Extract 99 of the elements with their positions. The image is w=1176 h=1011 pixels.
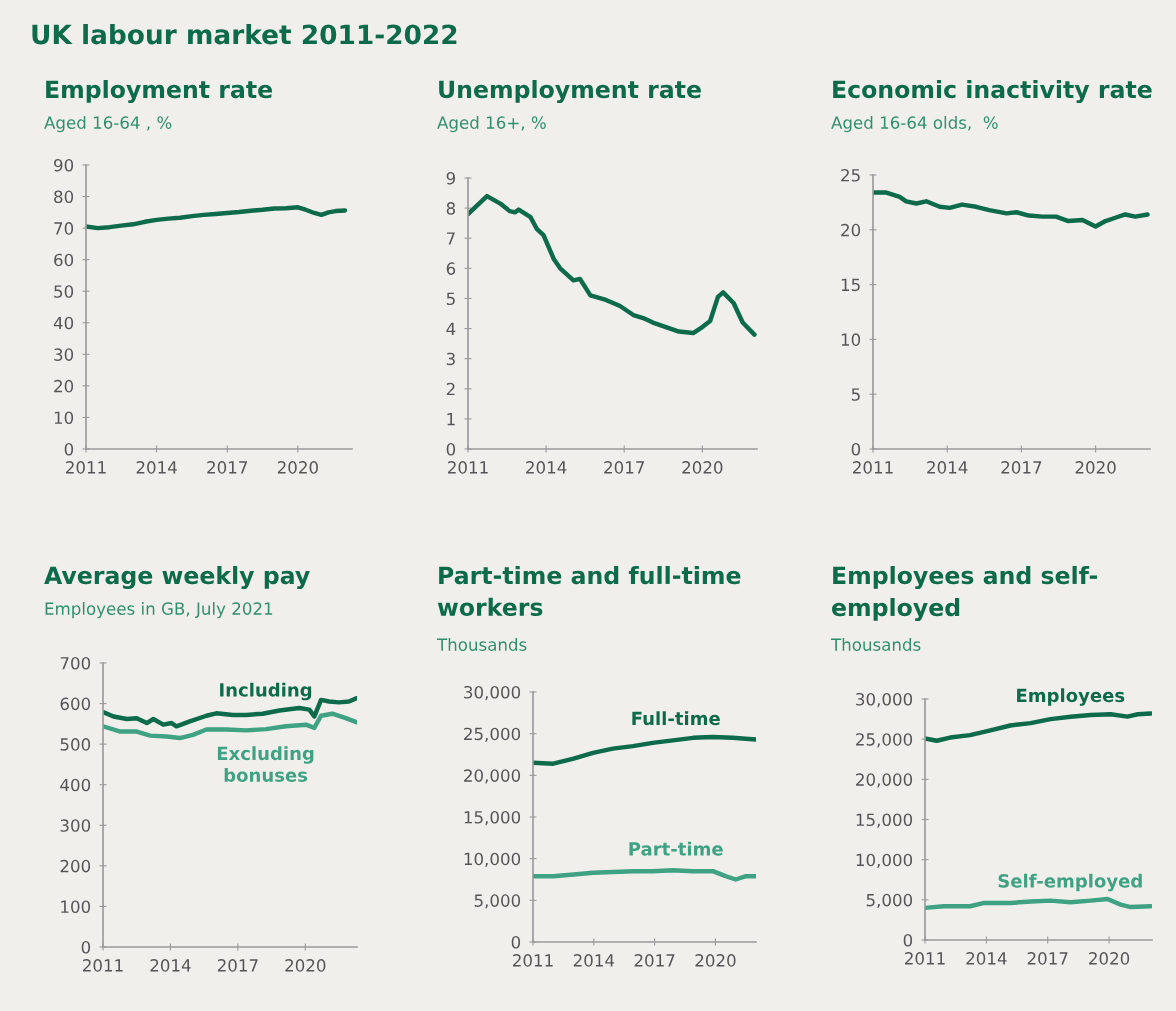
x-tick-label: 2017 [604, 461, 644, 474]
chart-subtitle: Aged 16+, % [437, 116, 546, 133]
x-tick-label: 2014 [526, 461, 567, 474]
x-tick-label: 2011 [513, 954, 553, 967]
y-tick-label: 1 [447, 413, 455, 426]
x-tick-label: 2014 [573, 954, 615, 967]
series-label: Self-employed [998, 873, 1142, 892]
y-tick-label: 3 [446, 352, 455, 366]
x-tick-label: 2020 [682, 461, 723, 474]
x-tick-label: 2017 [217, 959, 258, 972]
y-tick-label: 400 [60, 778, 91, 792]
x-tick-label: 2011 [448, 461, 488, 474]
chart-title: Economic inactivity rate [833, 80, 1152, 104]
y-tick-label: 10,000 [464, 852, 521, 867]
y-tick-label: 0 [851, 442, 861, 456]
series-label: Full-time [632, 711, 720, 726]
y-tick-label: 60 [54, 253, 74, 267]
x-tick-label: 2011 [83, 959, 123, 972]
y-tick-label: 9 [446, 171, 456, 185]
x-tick-label: 2020 [1075, 461, 1116, 474]
x-tick-label: 2017 [1001, 461, 1042, 474]
series-label: Excluding bonuses [217, 746, 314, 782]
y-tick-label: 600 [60, 697, 91, 711]
x-tick-label: 2020 [695, 954, 736, 967]
line-series [925, 711, 1152, 743]
y-tick-label: 30 [54, 348, 74, 361]
y-tick-label: 20,000 [856, 773, 913, 788]
y-tick-label: 10,000 [856, 853, 913, 868]
x-tick-label: 2020 [277, 461, 318, 474]
x-tick-label: 2014 [966, 952, 1007, 965]
x-tick-label: 2014 [136, 461, 177, 474]
chart-title: Unemployment rate [439, 80, 701, 104]
y-tick-label: 70 [54, 222, 74, 235]
y-tick-label: 0 [64, 442, 74, 456]
line-series [86, 205, 348, 231]
y-tick-label: 6 [446, 262, 456, 275]
y-tick-label: 4 [446, 322, 456, 335]
y-tick-label: 5,000 [474, 894, 521, 909]
series-label: Employees [1017, 688, 1125, 706]
y-tick-label: 5 [851, 388, 860, 401]
y-tick-label: 7 [446, 232, 455, 245]
chart-subtitle: Thousands [436, 638, 527, 651]
chart-title: Employees and self- employed [832, 566, 1098, 622]
y-tick-label: 500 [60, 738, 91, 751]
y-tick-label: 15,000 [856, 813, 913, 828]
x-tick-label: 2020 [1089, 952, 1130, 965]
x-tick-label: 2017 [634, 954, 675, 967]
y-tick-label: 300 [60, 819, 91, 832]
x-tick-label: 2011 [905, 952, 945, 965]
y-tick-label: 700 [60, 656, 91, 670]
x-tick-label: 2017 [207, 461, 248, 474]
line-series [533, 868, 756, 882]
series-label: Part-time [629, 841, 723, 856]
line-series [103, 711, 357, 741]
line-series [925, 896, 1152, 911]
x-tick-label: 2014 [150, 959, 191, 972]
y-tick-label: 25,000 [856, 733, 913, 748]
y-tick-label: 25,000 [464, 727, 521, 742]
y-tick-label: 0 [903, 933, 913, 947]
text: UK labour market 2011-2022 [32, 24, 457, 45]
y-tick-label: 0 [446, 442, 456, 456]
y-tick-label: 20,000 [464, 769, 521, 784]
x-tick-label: 2011 [66, 461, 106, 474]
y-tick-label: 0 [81, 940, 91, 954]
y-tick-label: 40 [53, 316, 74, 330]
y-tick-label: 80 [54, 190, 74, 204]
y-tick-label: 30,000 [464, 685, 521, 701]
y-tick-label: 20 [841, 223, 861, 237]
y-tick-label: 8 [446, 202, 456, 215]
y-tick-label: 20 [54, 379, 74, 393]
line-series [468, 193, 757, 337]
x-tick-label: 2017 [1027, 952, 1068, 965]
y-tick-label: 50 [54, 285, 74, 298]
x-tick-label: 2011 [853, 461, 893, 474]
y-tick-label: 100 [61, 900, 91, 913]
y-tick-label: 90 [54, 158, 74, 172]
y-tick-label: 15 [841, 278, 860, 292]
line-series [533, 734, 756, 766]
x-tick-label: 2020 [285, 959, 326, 972]
chart-title: Average weekly pay [44, 566, 310, 590]
chart-subtitle: Aged 16-64 olds, % [831, 116, 998, 133]
chart-subtitle: Employees in GB, July 2021 [45, 602, 273, 619]
y-tick-label: 0 [511, 935, 521, 949]
chart-subtitle: Aged 16-64 , % [44, 116, 172, 133]
x-tick-label: 2014 [927, 461, 968, 474]
y-tick-label: 5 [446, 292, 455, 306]
y-tick-label: 10 [841, 333, 861, 346]
y-tick-label: 5,000 [866, 893, 913, 909]
y-tick-label: 25 [841, 168, 860, 182]
y-tick-label: 10 [54, 411, 74, 425]
chart-title: Employment rate [46, 80, 273, 104]
y-tick-label: 15,000 [464, 810, 521, 826]
y-tick-label: 2 [446, 382, 455, 396]
line-series [873, 190, 1150, 229]
y-tick-label: 30,000 [856, 692, 913, 708]
chart-subtitle: Thousands [830, 638, 921, 651]
series-label: Including [220, 682, 312, 701]
chart-title: Part-time and full-time workers [437, 566, 741, 617]
y-tick-label: 200 [60, 859, 91, 873]
